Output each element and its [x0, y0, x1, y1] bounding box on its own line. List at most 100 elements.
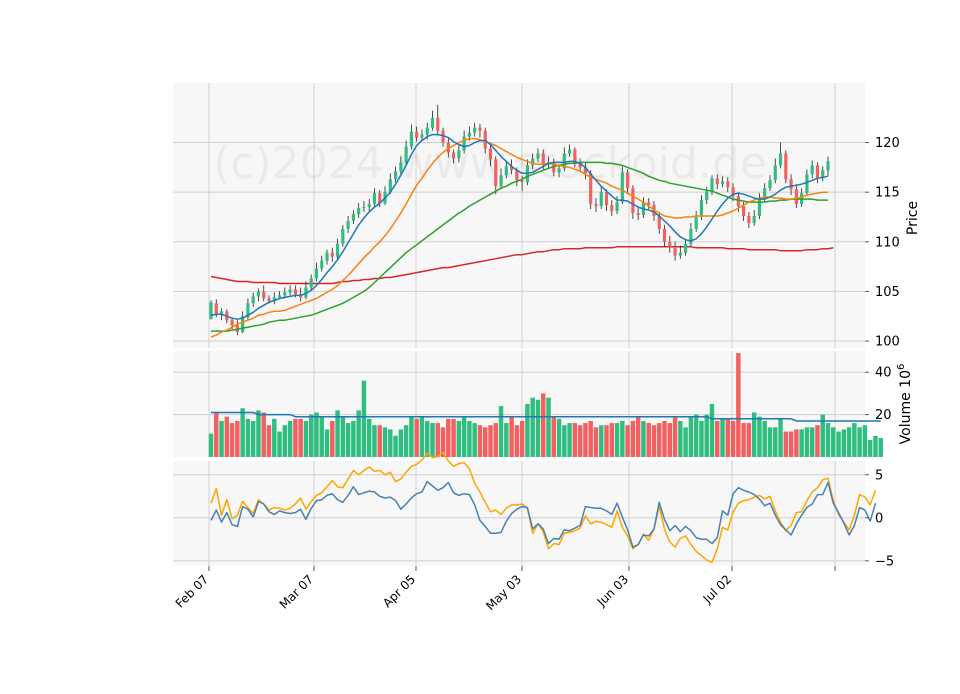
- volume-bar: [709, 404, 715, 457]
- candle-body: [293, 289, 297, 295]
- candle-body: [557, 168, 561, 173]
- candle: [821, 166, 825, 182]
- candle: [346, 215, 350, 233]
- candle: [272, 292, 276, 305]
- volume-bar: [504, 423, 509, 457]
- candle: [335, 238, 340, 260]
- volume-bar: [366, 418, 372, 457]
- volume-bar: [467, 420, 472, 457]
- candle-body: [483, 130, 487, 149]
- volume-bar: [509, 416, 514, 457]
- volume-bar: [424, 420, 430, 457]
- candle-body: [251, 296, 255, 304]
- x-tick-label: Jul 02: [700, 572, 734, 606]
- volume-bar: [272, 418, 277, 457]
- volume-bar: [846, 427, 852, 457]
- candle: [283, 287, 287, 299]
- x-tick-label: Feb 07: [173, 572, 211, 610]
- candle-body: [378, 193, 382, 204]
- candle-body: [636, 213, 640, 216]
- volume-bar: [762, 420, 767, 457]
- candle-body: [510, 166, 514, 171]
- price-axis-label: Price: [905, 201, 921, 235]
- candle: [420, 129, 424, 142]
- candle-body: [647, 202, 651, 206]
- candle: [399, 156, 403, 175]
- candle-body: [626, 172, 630, 189]
- sma-fast-line: [210, 133, 829, 320]
- candle-body: [241, 316, 245, 333]
- volume-bar: [393, 435, 398, 457]
- candle-body: [457, 150, 461, 159]
- candle: [430, 110, 435, 131]
- volume-bar: [599, 425, 604, 457]
- volume-bar: [614, 423, 620, 457]
- candle-body: [404, 146, 408, 163]
- candle-body: [214, 303, 218, 316]
- candle: [251, 292, 255, 308]
- candle: [499, 168, 503, 190]
- candle-body: [515, 170, 519, 181]
- candle-body: [393, 171, 398, 180]
- candle-body: [230, 320, 234, 326]
- volume-bar: [794, 429, 799, 457]
- candle: [372, 188, 377, 207]
- candle: [678, 245, 682, 259]
- candle: [209, 300, 213, 320]
- candle-body: [399, 162, 403, 172]
- volume-bar: [377, 425, 382, 457]
- candle-body: [594, 204, 598, 207]
- volume-bar: [277, 431, 282, 457]
- candle-body: [815, 165, 820, 179]
- price-tick-label: 105: [875, 285, 900, 300]
- price-tick-label: 100: [875, 335, 900, 350]
- volume-bar: [815, 425, 820, 457]
- candle-body: [773, 165, 777, 181]
- candle-body: [341, 228, 345, 244]
- candle-body: [578, 162, 582, 168]
- sma-long-line: [210, 246, 834, 285]
- volume-bar: [567, 423, 572, 457]
- volume-bar: [335, 410, 340, 457]
- volume-layer: [208, 353, 883, 457]
- volume-bar: [514, 425, 520, 457]
- candle-body: [821, 170, 825, 179]
- volume-bar: [867, 440, 873, 457]
- candle-body: [531, 158, 535, 166]
- candle-body: [720, 181, 725, 185]
- volume-bar: [773, 427, 778, 457]
- volume-bar: [799, 429, 804, 457]
- candle-body: [314, 268, 319, 279]
- oscillator-tick-label: 0: [875, 511, 883, 526]
- candle: [473, 122, 477, 137]
- candle-body: [731, 187, 735, 197]
- candle: [604, 189, 609, 212]
- volume-bar: [372, 425, 377, 457]
- candle: [626, 169, 630, 195]
- volume-bar: [678, 420, 683, 457]
- candle-body: [710, 178, 714, 192]
- candle-body: [610, 205, 614, 212]
- candle: [488, 144, 493, 167]
- candle: [815, 162, 820, 184]
- volume-sma-line: [211, 411, 881, 422]
- candle-body: [805, 174, 809, 194]
- volume-bar: [635, 416, 641, 457]
- volume-bar: [488, 425, 493, 457]
- volume-bar: [857, 427, 862, 457]
- candle-body: [789, 179, 793, 190]
- volume-bar: [235, 420, 240, 457]
- candle: [720, 176, 725, 188]
- candle-body: [325, 252, 329, 261]
- candle: [478, 123, 482, 138]
- volume-bar: [841, 429, 847, 457]
- volume-bar: [873, 435, 878, 457]
- volume-bar: [282, 425, 288, 457]
- candle: [668, 235, 672, 253]
- volume-bar: [683, 427, 688, 457]
- candle-body: [388, 179, 392, 193]
- volume-bar: [730, 420, 736, 457]
- candle: [673, 241, 677, 261]
- volume-bar: [783, 431, 789, 457]
